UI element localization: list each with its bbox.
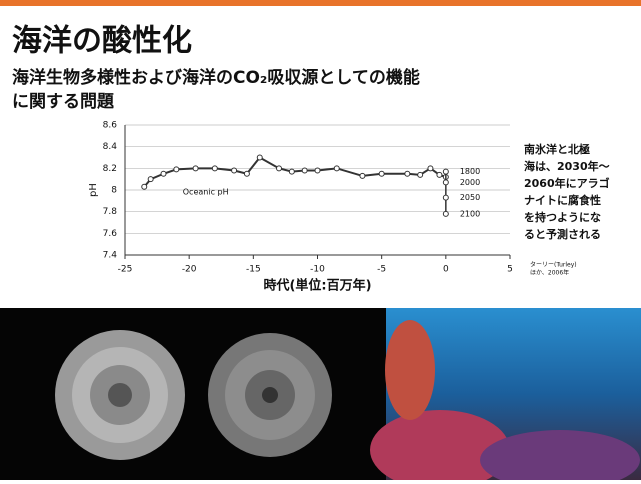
x-axis-label: 時代(単位:百万年)	[263, 278, 371, 294]
point	[314, 167, 321, 174]
note-line: 2060年にアラゴ	[524, 176, 610, 190]
point	[359, 172, 366, 179]
point	[211, 165, 218, 172]
top-bar	[0, 0, 641, 6]
note-line: 南氷洋と北極	[524, 142, 590, 156]
point	[231, 167, 238, 174]
note-line: ナイトに腐食性	[524, 193, 601, 207]
projection-point	[442, 168, 449, 175]
coral	[370, 410, 510, 484]
note-line: を持つようにな	[524, 210, 601, 224]
citation: ほか、2006年	[530, 269, 569, 277]
x-tick-label: -10	[310, 265, 325, 275]
point	[333, 165, 340, 172]
point	[427, 165, 434, 172]
shell-1	[55, 330, 185, 460]
point	[243, 170, 250, 177]
x-tick-label: -25	[118, 265, 133, 275]
y-tick-label: 7.4	[103, 251, 118, 261]
point	[404, 170, 411, 177]
x-tick-label: 0	[443, 265, 449, 275]
subtitle: 海洋生物多様性および海洋のCO₂吸収源としての機能	[12, 67, 420, 88]
series-label: Oceanic pH	[183, 188, 229, 197]
chart: 7.4 7.6 7.8 8 8.2 8.4 8.6 -25 -20 -15 -10 -5 0 5 時代(単位…	[88, 121, 513, 294]
x-tick-label: -15	[246, 265, 261, 275]
citation: ターリー(Turley)	[530, 261, 577, 269]
projection-label: 2050	[460, 193, 480, 202]
point	[256, 154, 263, 161]
y-tick-label: 8.4	[103, 142, 118, 152]
shell-2	[208, 333, 332, 457]
point	[417, 171, 424, 178]
point	[301, 167, 308, 174]
point	[378, 170, 385, 177]
point	[288, 168, 295, 175]
point	[173, 166, 180, 173]
y-tick-label: 8.6	[103, 121, 118, 131]
y-tick-label: 8.2	[103, 164, 117, 174]
projection-label: 2100	[460, 209, 480, 218]
x-tick-label: -5	[377, 265, 386, 275]
point	[160, 170, 167, 177]
point	[192, 165, 199, 172]
slide-title: 海洋の酸性化	[12, 24, 192, 59]
note-line: ると予測される	[524, 227, 601, 241]
point	[436, 171, 443, 178]
x-tick-label: 5	[507, 265, 513, 275]
note-line: 海は、2030年～	[524, 159, 610, 173]
y-tick-label: 8	[111, 186, 117, 196]
point	[141, 183, 148, 190]
y-axis-label: pH	[88, 183, 99, 197]
projection-label: 1800	[460, 167, 480, 176]
coral	[385, 320, 435, 420]
point	[147, 176, 154, 183]
point	[276, 165, 282, 172]
projection-point	[442, 210, 449, 217]
x-tick-label: -20	[182, 265, 197, 275]
subtitle: に関する問題	[12, 92, 115, 112]
y-tick-label: 7.6	[103, 229, 118, 239]
y-tick-label: 7.8	[103, 207, 118, 217]
projection-label: 2000	[460, 178, 480, 187]
coral	[480, 430, 640, 484]
projection-point	[442, 179, 449, 186]
projection-point	[442, 194, 449, 201]
